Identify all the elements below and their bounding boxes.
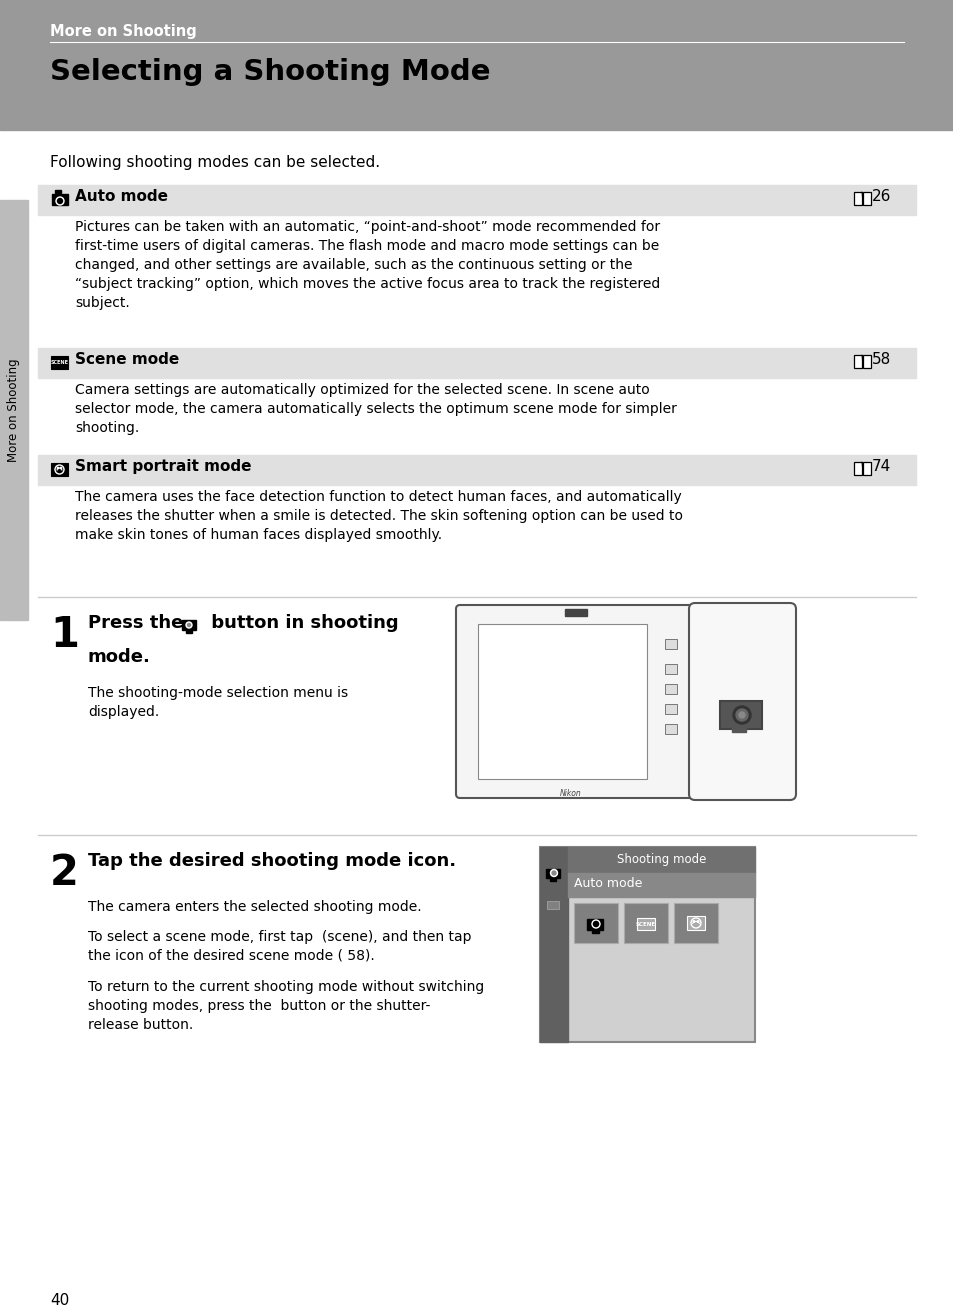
Text: Press the: Press the [88, 614, 190, 632]
Text: To select a scene mode, first tap  (scene), and then tap
the icon of the desired: To select a scene mode, first tap (scene… [88, 930, 471, 963]
Bar [546, 901, 558, 909]
Circle shape [732, 706, 750, 724]
Bar [539, 848, 567, 1042]
Text: SCENE: SCENE [51, 360, 69, 365]
Bar [853, 192, 862, 205]
Bar [539, 848, 754, 1042]
Circle shape [60, 468, 62, 469]
Bar [586, 918, 602, 930]
Bar [637, 918, 655, 930]
Circle shape [56, 197, 64, 205]
Circle shape [693, 921, 694, 922]
Text: Smart portrait mode: Smart portrait mode [75, 459, 252, 474]
Circle shape [57, 468, 59, 469]
Bar [853, 355, 862, 368]
Text: Auto mode: Auto mode [75, 189, 168, 204]
Text: Tap the desired shooting mode icon.: Tap the desired shooting mode icon. [88, 851, 456, 870]
Circle shape [188, 624, 191, 627]
Text: button in shooting: button in shooting [205, 614, 398, 632]
Circle shape [735, 710, 747, 721]
Text: Following shooting modes can be selected.: Following shooting modes can be selected… [50, 155, 379, 170]
Text: To return to the current shooting mode without switching
shooting modes, press t: To return to the current shooting mode w… [88, 980, 484, 1031]
Bar [673, 903, 718, 943]
Bar [38, 455, 915, 485]
Bar [0, 200, 28, 620]
Bar [664, 639, 677, 649]
Circle shape [739, 712, 744, 717]
Bar [862, 355, 870, 368]
Text: 26: 26 [871, 189, 890, 204]
Circle shape [55, 465, 64, 474]
Bar [182, 620, 195, 629]
Bar [853, 463, 862, 474]
Text: Pictures can be taken with an automatic, “point-and-shoot” mode recommended for
: Pictures can be taken with an automatic,… [75, 219, 659, 310]
Bar [51, 463, 68, 476]
Bar [664, 664, 677, 674]
FancyBboxPatch shape [456, 604, 703, 798]
Text: The camera enters the selected shooting mode.: The camera enters the selected shooting … [88, 900, 421, 915]
Bar [664, 685, 677, 694]
Text: 40: 40 [50, 1293, 70, 1307]
Text: 1: 1 [50, 614, 79, 656]
Bar [51, 356, 68, 369]
Bar [52, 194, 68, 205]
Bar [592, 930, 598, 933]
Text: Selecting a Shooting Mode: Selecting a Shooting Mode [50, 58, 490, 85]
Text: Nikon: Nikon [559, 788, 581, 798]
Bar [686, 916, 704, 930]
Text: Scene mode: Scene mode [75, 352, 179, 367]
Bar [477, 624, 646, 779]
Bar [623, 903, 667, 943]
Text: The shooting-mode selection menu is
displayed.: The shooting-mode selection menu is disp… [88, 686, 348, 719]
Bar [862, 463, 870, 474]
Text: Auto mode: Auto mode [574, 876, 641, 890]
Circle shape [552, 871, 556, 875]
Bar [545, 869, 559, 878]
Bar [38, 348, 915, 378]
Bar [55, 191, 61, 193]
Bar [550, 878, 556, 880]
Text: The camera uses the face detection function to detect human faces, and automatic: The camera uses the face detection funct… [75, 490, 682, 541]
Bar [731, 727, 745, 732]
Bar [664, 724, 677, 735]
Circle shape [550, 870, 557, 876]
Bar [862, 192, 870, 205]
Bar [567, 872, 754, 897]
Bar [186, 629, 192, 633]
Bar [38, 185, 915, 215]
Bar [0, 0, 953, 130]
Circle shape [697, 921, 698, 922]
Text: Shooting mode: Shooting mode [617, 853, 705, 866]
Circle shape [57, 198, 63, 204]
Text: Camera settings are automatically optimized for the selected scene. In scene aut: Camera settings are automatically optimi… [75, 382, 677, 435]
Text: 58: 58 [871, 352, 890, 367]
Text: More on Shooting: More on Shooting [8, 359, 20, 461]
Circle shape [186, 622, 192, 628]
FancyBboxPatch shape [688, 603, 795, 800]
Bar [564, 608, 586, 616]
Bar [567, 848, 754, 872]
Circle shape [690, 918, 700, 928]
Text: mode.: mode. [88, 648, 151, 666]
Text: SCENE: SCENE [636, 921, 656, 926]
Bar [720, 700, 761, 729]
Bar [664, 704, 677, 714]
Bar [574, 903, 618, 943]
Text: 74: 74 [871, 459, 890, 474]
Text: 2: 2 [50, 851, 79, 894]
Text: More on Shooting: More on Shooting [50, 24, 196, 39]
